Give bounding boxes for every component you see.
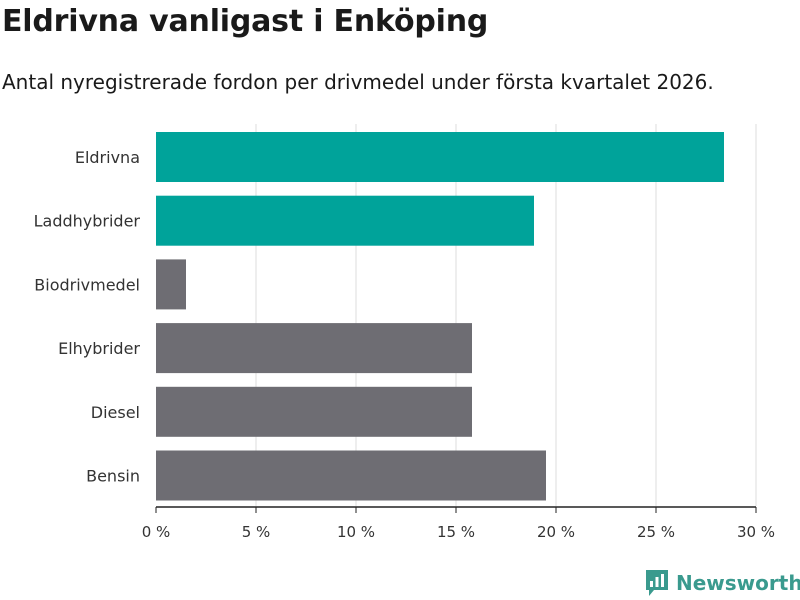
- category-label-elhybrider: Elhybrider: [58, 339, 140, 358]
- x-tick-label-15: 15 %: [437, 523, 475, 541]
- category-label-laddhybrider: Laddhybrider: [34, 212, 141, 231]
- brand-name: Newsworthy: [676, 571, 800, 595]
- x-tick-label-10: 10 %: [337, 523, 375, 541]
- bar-chart: Eldrivna Laddhybrider Biodrivmedel Elhybrid…: [34, 124, 775, 541]
- chart-subtitle: Antal nyregistrerade fordon per drivmede…: [2, 70, 714, 94]
- bar-biodrivmedel: [156, 259, 186, 310]
- bar-diesel: [156, 386, 472, 437]
- brand-logo: Newsworthy: [644, 566, 800, 600]
- x-tick-label-20: 20 %: [537, 523, 575, 541]
- category-label-eldrivna: Eldrivna: [75, 148, 140, 167]
- bar-eldrivna: [156, 132, 724, 182]
- x-tick-label-0: 0 %: [142, 523, 171, 541]
- bar-elhybrider: [156, 323, 472, 374]
- x-tick-label-5: 5 %: [242, 523, 271, 541]
- newsworthy-logo-icon: [646, 570, 668, 596]
- bar-laddhybrider: [156, 195, 534, 246]
- bar-bensin: [156, 450, 546, 501]
- category-label-bensin: Bensin: [86, 467, 140, 486]
- category-label-biodrivmedel: Biodrivmedel: [34, 275, 140, 294]
- category-label-diesel: Diesel: [91, 403, 140, 422]
- x-tick-label-30: 30 %: [737, 523, 775, 541]
- x-tick-label-25: 25 %: [637, 523, 675, 541]
- chart-title: Eldrivna vanligast i Enköping: [2, 4, 489, 39]
